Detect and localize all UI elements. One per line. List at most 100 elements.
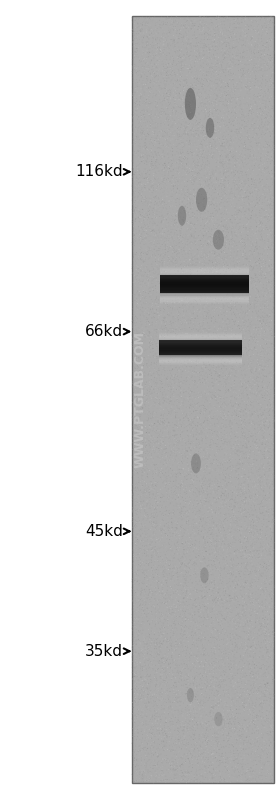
Point [169,508,173,521]
Point [265,233,270,245]
Point [160,622,165,634]
Point [261,278,266,291]
Point [263,529,268,542]
Point [154,718,158,730]
Point [246,505,250,518]
Point [152,360,157,373]
Point [266,570,270,583]
Point [171,538,175,551]
Point [202,562,206,574]
Point [205,160,209,173]
Point [185,141,189,153]
Point [152,562,157,575]
Point [183,483,187,496]
Point [148,727,153,740]
Point [172,447,176,460]
Point [204,375,209,388]
Point [172,667,176,680]
Point [155,156,159,169]
Point [252,334,257,347]
Point [195,161,199,174]
Point [209,559,214,571]
Point [178,521,182,534]
Point [132,439,137,451]
Point [242,667,246,680]
Point [223,566,227,578]
Point [249,234,254,247]
Point [227,766,231,779]
Point [170,595,175,608]
Point [204,93,208,106]
Point [244,578,249,591]
Point [205,427,209,439]
Point [200,369,204,382]
Point [229,500,233,513]
Point [230,22,234,34]
Point [147,149,151,161]
Point [219,480,224,493]
Point [143,562,147,575]
Point [232,699,236,712]
Point [183,442,188,455]
Point [226,78,230,91]
Point [245,600,249,613]
Point [224,131,228,144]
Point [207,236,211,248]
Point [220,527,225,539]
Point [244,209,249,221]
Point [167,90,171,103]
Point [214,495,218,508]
Point [226,30,230,42]
Point [143,574,147,587]
Point [235,664,240,677]
Point [262,643,267,656]
Point [204,403,209,416]
Point [185,239,190,252]
Point [167,269,171,282]
Point [206,106,211,119]
Point [191,450,196,463]
Point [268,344,273,357]
Point [230,574,235,587]
Point [143,365,148,378]
Point [134,47,138,60]
Point [208,45,213,58]
Point [201,330,206,343]
Point [196,103,200,116]
Point [220,28,224,41]
Point [155,198,159,211]
Point [222,741,226,754]
Point [143,495,147,507]
Point [269,276,274,289]
Point [129,239,134,252]
Point [163,555,168,567]
Point [204,351,209,364]
Point [193,222,198,235]
Point [253,695,257,708]
Point [246,558,250,570]
Point [220,134,224,147]
Point [178,470,183,483]
Point [244,721,249,734]
Point [137,356,141,369]
Point [255,154,260,167]
Point [173,157,178,169]
Point [211,146,216,159]
Point [216,344,220,356]
Point [182,455,186,468]
Point [151,288,156,300]
Point [180,457,185,470]
Point [186,50,191,62]
Point [188,49,192,62]
Point [269,641,273,654]
Point [228,348,232,361]
Point [206,93,211,106]
Point [220,574,225,587]
Point [133,137,138,150]
Point [216,672,220,685]
Point [172,683,176,696]
Point [157,375,162,388]
Point [230,286,235,299]
Point [194,304,199,317]
Point [190,157,194,170]
